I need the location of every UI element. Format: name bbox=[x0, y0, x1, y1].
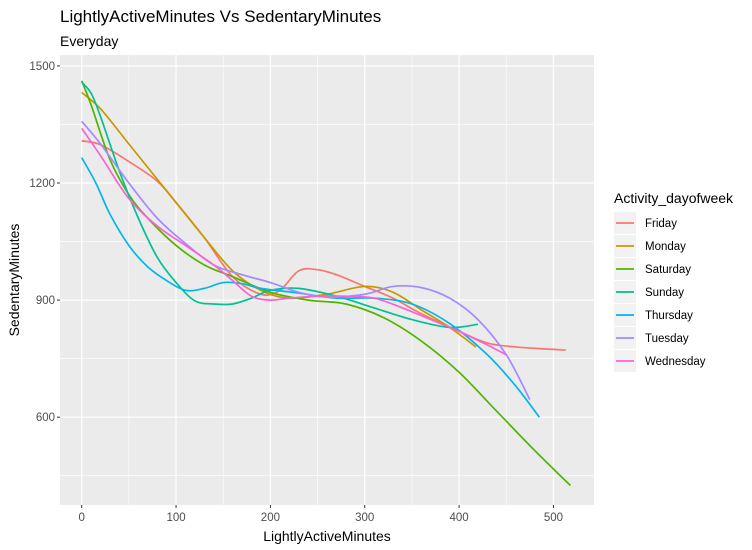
x-tick-label: 500 bbox=[544, 512, 563, 524]
x-tick-label: 100 bbox=[166, 512, 185, 524]
plot-panel bbox=[60, 55, 594, 505]
legend-label-monday: Monday bbox=[645, 241, 686, 253]
series-line-saturday bbox=[80, 80, 572, 487]
series-line-wednesday bbox=[80, 127, 507, 356]
y-tick-label: 600 bbox=[36, 412, 55, 424]
y-tick-label: 900 bbox=[36, 295, 55, 307]
legend-label-sunday: Sunday bbox=[645, 287, 684, 299]
legend-items: Friday Monday Saturday Sunday Thursday Tuesda… bbox=[614, 212, 706, 372]
y-axis-title: SedentaryMinutes bbox=[6, 224, 22, 337]
y-tick-label: 1500 bbox=[29, 61, 55, 73]
y-axis-ticks: 600 900 1200 1500 bbox=[29, 61, 60, 424]
legend-label-friday: Friday bbox=[645, 218, 677, 230]
series-lines bbox=[80, 80, 572, 487]
x-tick-label: 0 bbox=[78, 512, 84, 524]
y-tick-label: 1200 bbox=[29, 178, 55, 190]
legend: Activity_dayofweek Friday Monday Saturday S… bbox=[614, 190, 734, 372]
series-line-thursday bbox=[80, 157, 540, 418]
chart-subtitle: Everyday bbox=[60, 33, 118, 49]
x-axis-title: LightlyActiveMinutes bbox=[263, 528, 391, 544]
x-axis-ticks: 0 100 200 300 400 500 bbox=[78, 505, 563, 524]
x-tick-label: 400 bbox=[449, 512, 468, 524]
legend-label-saturday: Saturday bbox=[645, 264, 691, 276]
legend-label-thursday: Thursday bbox=[645, 310, 693, 322]
gridlines bbox=[60, 55, 594, 505]
legend-label-wednesday: Wednesday bbox=[645, 356, 706, 368]
x-tick-label: 200 bbox=[261, 512, 280, 524]
x-tick-label: 300 bbox=[355, 512, 374, 524]
legend-label-tuesday: Tuesday bbox=[645, 333, 689, 345]
series-line-tuesday bbox=[81, 120, 531, 401]
legend-title: Activity_dayofweek bbox=[614, 190, 734, 206]
chart-title: LightlyActiveMinutes Vs SedentaryMinutes bbox=[60, 7, 381, 26]
